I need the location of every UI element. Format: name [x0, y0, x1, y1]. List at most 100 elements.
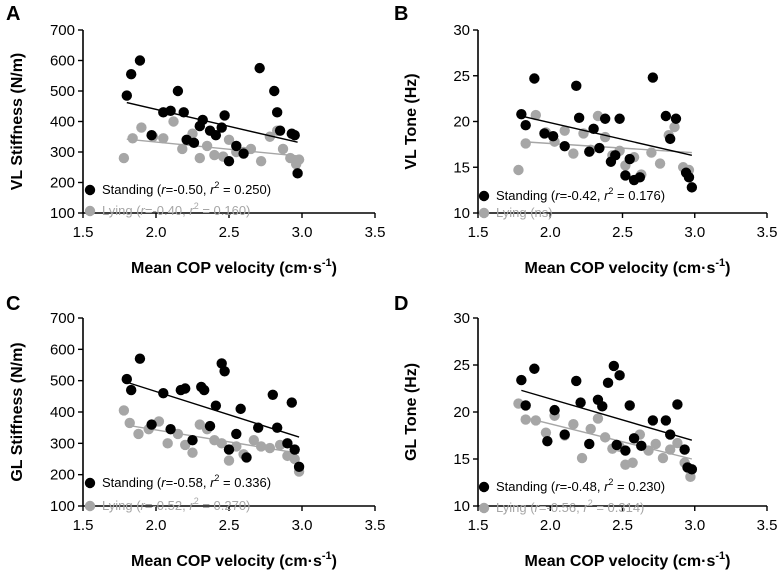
x-tick-label: 2.5: [612, 224, 633, 241]
y-tick-label: 25: [453, 68, 470, 85]
standing-point: [121, 90, 132, 101]
lying-point: [264, 131, 276, 142]
standing-point: [204, 420, 216, 432]
standing-point: [289, 444, 300, 455]
y-tick-label: 10: [453, 205, 470, 222]
x-tick-label: 3.0: [684, 517, 705, 534]
standing-point: [599, 113, 611, 124]
y-tick-label: 500: [50, 373, 75, 390]
y-tick-label: 200: [50, 175, 75, 192]
legend-marker: [84, 477, 96, 489]
x-tick-label: 3.5: [365, 224, 386, 241]
legend-r-value: =-0.42,: [560, 188, 604, 203]
standing-point: [672, 399, 683, 410]
legend-marker: [84, 205, 96, 217]
legend-r2-sup: 2: [194, 496, 199, 506]
x-tick-label: 1.5: [468, 517, 489, 534]
legend-r2-value: = 0.230): [613, 479, 665, 494]
panel-letter: D: [394, 293, 408, 315]
series-standing: [121, 353, 305, 473]
standing-point: [516, 374, 527, 386]
x-tick-label: 2.5: [219, 224, 240, 241]
standing-point: [188, 137, 200, 149]
x-axis-title-sup: -1: [322, 550, 332, 562]
legend-r2-sup: 2: [588, 498, 593, 508]
x-axis-title: Mean COP velocity (cm·s-1): [131, 257, 337, 277]
standing-point: [165, 105, 176, 117]
legend-r2-value: = 0.314): [593, 500, 645, 515]
x-axis-title-sup: -1: [322, 257, 332, 269]
x-axis-title-end: ): [725, 260, 730, 277]
standing-point: [187, 435, 198, 446]
standing-point: [660, 415, 672, 426]
legend-r-value: =-0.52,: [145, 498, 189, 513]
standing-point: [165, 424, 176, 435]
y-tick-label: 400: [50, 404, 75, 421]
lying-point: [133, 428, 144, 440]
y-tick-label: 600: [50, 53, 75, 70]
x-tick-label: 2.0: [540, 517, 561, 534]
legend-r-value: =-0.58,: [166, 475, 210, 490]
y-tick-label: 30: [453, 310, 470, 327]
lying-point: [568, 148, 579, 159]
legend-marker: [84, 500, 96, 512]
y-tick-label: 15: [453, 451, 470, 468]
legend-name: Standing (: [496, 188, 556, 203]
y-tick-label: 10: [453, 498, 470, 515]
standing-point: [624, 153, 635, 165]
x-axis-title-sup: -1: [715, 257, 725, 269]
y-tick-label: 300: [50, 144, 75, 161]
x-tick-label: 2.5: [219, 517, 240, 534]
legend-r-symbol: r: [535, 500, 540, 515]
standing-point: [575, 397, 586, 408]
y-tick-label: 300: [50, 435, 75, 452]
lying-point: [657, 452, 669, 464]
standing-point: [610, 150, 621, 161]
legend-r2-sup: 2: [214, 473, 219, 483]
standing-point: [597, 401, 608, 412]
x-axis-title: Mean COP velocity (cm·s-1): [131, 550, 337, 570]
x-axis-title: Mean COP velocity (cm·s-1): [525, 550, 731, 570]
legend-marker: [478, 481, 490, 493]
y-tick-label: 30: [453, 22, 470, 39]
legend-item-lying: Lying (r=-0.56, r2 = 0.314): [478, 498, 645, 515]
legend-r-symbol: r: [555, 479, 560, 494]
standing-point: [516, 108, 527, 120]
x-axis-title-sup: -1: [715, 550, 725, 562]
lying-point: [194, 152, 205, 164]
x-tick-label: 3.5: [757, 517, 778, 534]
standing-point: [274, 125, 286, 136]
standing-point: [219, 366, 230, 377]
lying-point: [646, 147, 657, 158]
x-axis-title: Mean COP velocity (cm·s-1): [525, 257, 731, 277]
legend-item-lying: Lying (r=-0.40, r2 = 0.160): [84, 201, 250, 218]
legend-name: Lying (: [102, 203, 141, 218]
y-tick-label: 100: [50, 205, 75, 222]
standing-point: [241, 452, 252, 463]
standing-point: [254, 62, 265, 74]
standing-point: [529, 363, 540, 374]
standing-point: [210, 400, 222, 411]
standing-point: [219, 110, 230, 121]
x-tick-label: 3.5: [365, 517, 386, 534]
lying-point: [540, 427, 552, 438]
x-tick-label: 2.0: [540, 224, 561, 241]
legend-marker: [478, 190, 490, 202]
legend-name: Standing (: [102, 182, 162, 197]
standing-point: [210, 130, 222, 141]
standing-point: [271, 107, 283, 118]
standing-point: [573, 112, 585, 124]
lying-point: [520, 414, 531, 425]
lying-point: [289, 453, 300, 465]
y-axis-title: GL Stiffness (N/m): [9, 342, 26, 481]
y-tick-label: 400: [50, 114, 75, 131]
standing-point: [636, 440, 647, 452]
legend-marker: [478, 502, 490, 514]
legend-item-standing: Standing (r=-0.42, r2 = 0.176): [478, 186, 665, 203]
x-tick-label: 2.0: [146, 224, 167, 241]
legend-name: Lying (ns): [496, 205, 553, 220]
x-axis-title-end: ): [332, 260, 337, 277]
legend-r-value: =-0.50,: [166, 182, 210, 197]
panel-letter: C: [6, 293, 20, 315]
y-tick-label: 20: [453, 114, 470, 131]
